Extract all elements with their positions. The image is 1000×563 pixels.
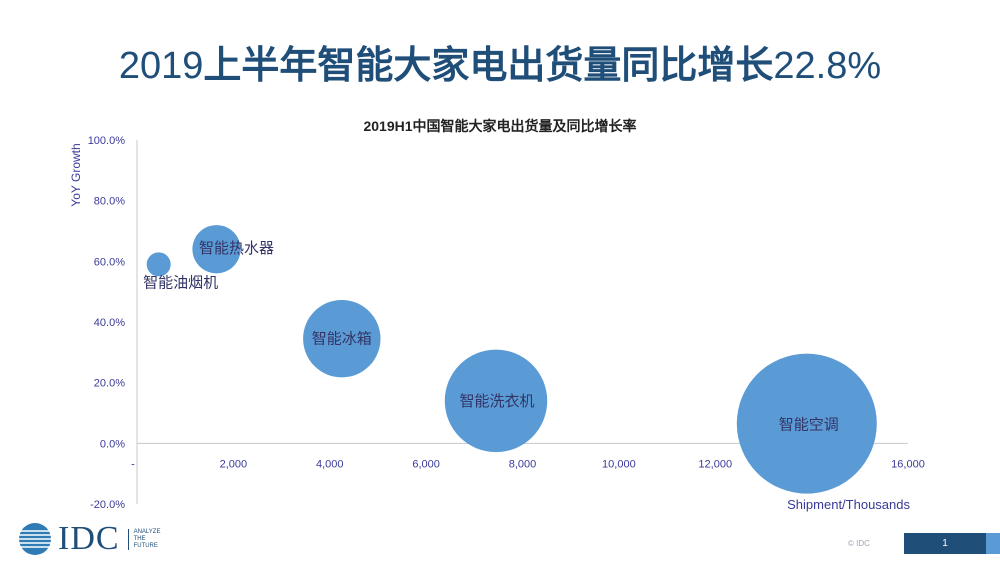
bubble-label: 智能冰箱 — [312, 330, 372, 348]
title-year: 2019 — [118, 45, 204, 87]
tagline-line: THE — [133, 535, 146, 542]
y-tick-label: 40.0% — [94, 317, 125, 329]
y-tick-label: -20.0% — [90, 499, 125, 511]
idc-wordmark: IDC — [58, 520, 120, 557]
tagline-line: ANALYZE — [133, 528, 161, 535]
tagline-line: FUTURE — [133, 542, 158, 549]
y-tick-label: 80.0% — [94, 196, 125, 208]
x-axis-title: Shipment/Thousands — [787, 497, 910, 512]
page-bar-accent — [986, 533, 1000, 554]
x-tick-label: 10,000 — [602, 458, 636, 470]
title-rate: 22.8% — [773, 45, 882, 87]
x-tick-label: 12,000 — [698, 458, 732, 470]
y-tick-label: 0.0% — [100, 438, 125, 450]
title-text: 上半年智能大家电出货量同比增长 — [203, 45, 774, 87]
slide-title: 2019上半年智能大家电出货量同比增长22.8% — [0, 34, 1000, 89]
bubble — [303, 299, 381, 378]
x-tick-label: 4,000 — [316, 458, 344, 470]
x-tick-label: 2,000 — [220, 458, 248, 470]
copyright: © IDC — [848, 539, 870, 548]
bubble — [444, 349, 548, 453]
idc-tagline: ANALYZE THE FUTURE — [127, 528, 161, 550]
bubble-label: 智能油烟机 — [143, 273, 218, 291]
bubble — [736, 353, 877, 494]
x-tick-label: 16,000 — [891, 458, 925, 470]
x-tick-label: 8,000 — [509, 458, 537, 470]
bubble — [192, 225, 241, 274]
page-number: 1 — [904, 533, 986, 554]
y-tick-label: 100.0% — [88, 135, 126, 147]
bubble-label: 智能热水器 — [199, 239, 274, 257]
bubble-label: 智能空调 — [779, 416, 839, 434]
y-tick-label: 20.0% — [94, 378, 125, 390]
bubble — [146, 252, 171, 277]
x-tick-label: 6,000 — [412, 458, 440, 470]
y-axis-title: YoY Growth — [69, 143, 83, 206]
x-tick-label: - — [131, 458, 135, 470]
chart-title: 2019H1中国智能大家电出货量及同比增长率 — [363, 118, 637, 134]
y-tick-label: 60.0% — [94, 256, 125, 268]
idc-logo: IDC ANALYZE THE FUTURE — [18, 522, 160, 556]
bubble-label: 智能洗衣机 — [459, 392, 534, 410]
globe-icon — [18, 523, 52, 555]
